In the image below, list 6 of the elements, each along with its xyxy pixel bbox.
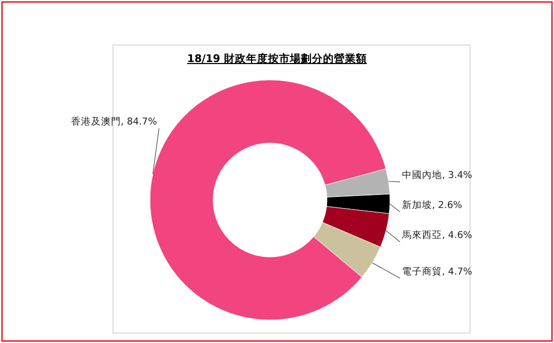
slice-label: 香港及澳門, 84.7%	[70, 115, 157, 128]
chart-title: 18/19 財政年度按市場劃分的營業額	[187, 52, 367, 65]
slice-label: 中國內地, 3.4%	[402, 168, 472, 181]
slice-label: 電子商貿, 4.7%	[402, 265, 472, 278]
slice-label: 馬來西亞, 4.6%	[401, 228, 472, 241]
slice-label: 新加坡, 2.6%	[402, 198, 462, 211]
